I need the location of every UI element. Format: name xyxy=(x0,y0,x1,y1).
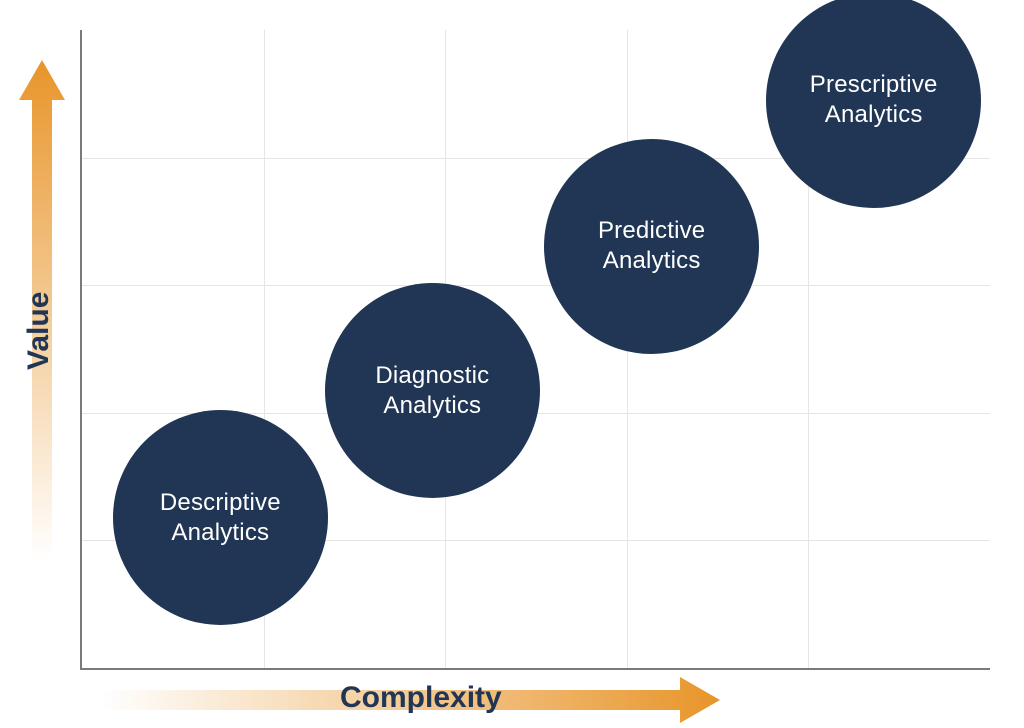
bubble-diagnostic: Diagnostic Analytics xyxy=(325,283,540,498)
gridline-horizontal xyxy=(82,285,990,286)
bubble-label: Predictive Analytics xyxy=(598,216,705,276)
x-axis-label: Complexity xyxy=(340,681,502,715)
bubble-prescriptive: Prescriptive Analytics xyxy=(766,0,981,208)
bubble-label: Diagnostic Analytics xyxy=(375,361,489,421)
bubble-label: Descriptive Analytics xyxy=(160,488,281,548)
y-axis-label: Value xyxy=(22,292,56,370)
bubble-descriptive: Descriptive Analytics xyxy=(113,410,328,625)
bubble-predictive: Predictive Analytics xyxy=(544,139,759,354)
bubble-label: Prescriptive Analytics xyxy=(810,70,938,130)
analytics-maturity-chart: Descriptive Analytics Diagnostic Analytic… xyxy=(0,0,1024,728)
plot-area: Descriptive Analytics Diagnostic Analytic… xyxy=(80,30,990,670)
